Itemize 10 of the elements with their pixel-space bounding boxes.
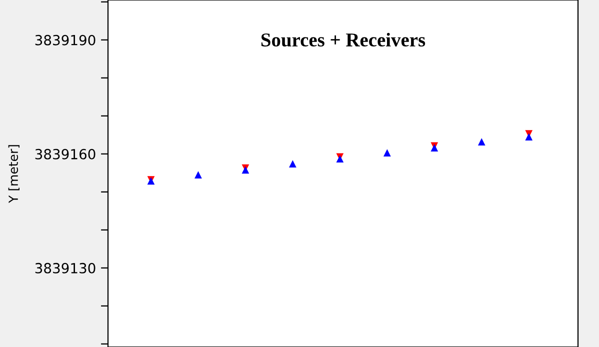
- y-tick-label: 3839190: [35, 34, 96, 46]
- point: [525, 133, 533, 140]
- y-tick-label: 3839160: [35, 148, 96, 160]
- y-tick-label: 3839130: [35, 262, 96, 274]
- point: [194, 171, 202, 179]
- point: [383, 149, 391, 156]
- point: [478, 138, 486, 146]
- point: [289, 160, 296, 168]
- text: Sources + Receivers: [261, 32, 426, 47]
- y-axis-title: Y [meter]: [8, 145, 20, 204]
